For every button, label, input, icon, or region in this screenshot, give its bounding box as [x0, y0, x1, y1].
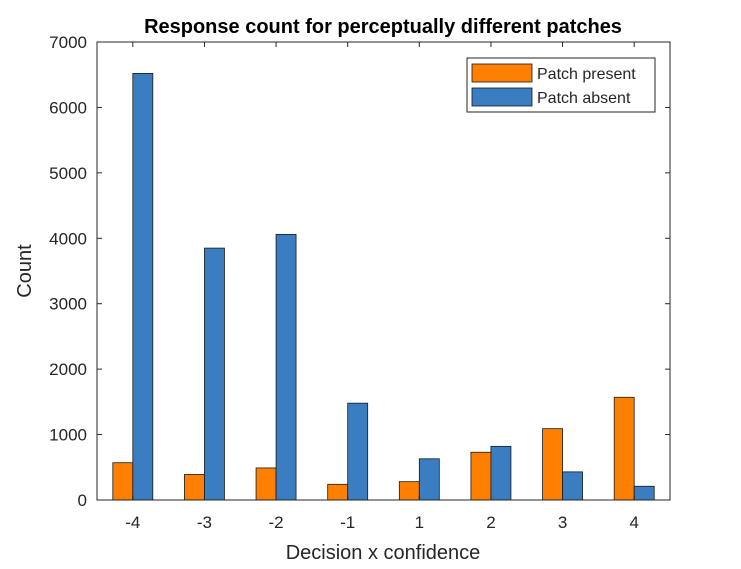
bar-patch-present-6 — [542, 428, 563, 501]
bar-patch-present-3 — [327, 483, 349, 501]
bars-group — [112, 73, 655, 501]
bar-patch-absent-7 — [633, 485, 655, 501]
plot-background — [97, 42, 670, 500]
x-tick-label: 1 — [415, 513, 424, 532]
x-axis: -4 -3 -2 -1 1 2 3 4 — [125, 42, 639, 532]
bar-patch-present-0 — [112, 462, 134, 501]
legend-label-0: Patch present — [537, 66, 636, 83]
bar-patch-present-1 — [184, 474, 205, 501]
y-tick-label: 4000 — [49, 229, 87, 248]
y-tick-label: 3000 — [49, 295, 87, 314]
y-axis-label: Count — [14, 244, 36, 298]
bar-patch-absent-2 — [275, 233, 297, 501]
legend: Patch present Patch absent — [466, 57, 656, 113]
bar-patch-absent-3 — [347, 402, 369, 501]
bar-patch-absent-4 — [418, 458, 440, 501]
bar-patch-absent-5 — [490, 445, 512, 501]
bar-patch-present-5 — [470, 451, 492, 501]
x-tick-label: 3 — [558, 513, 567, 532]
legend-swatch-0 — [471, 63, 533, 83]
y-tick-label: 7000 — [49, 33, 87, 52]
bar-patch-absent-6 — [562, 471, 583, 501]
y-tick-label: 1000 — [49, 426, 87, 445]
legend-label-1: Patch absent — [537, 90, 631, 107]
plot-frame — [96, 41, 671, 501]
y-axis: 0 1000 2000 3000 4000 5000 6000 7000 — [49, 33, 670, 510]
y-tick-label: 6000 — [49, 98, 87, 117]
x-tick-label: -3 — [197, 513, 212, 532]
x-tick-label: -1 — [340, 513, 355, 532]
y-tick-label: 2000 — [49, 360, 87, 379]
legend-swatch-1 — [471, 87, 533, 107]
x-tick-label: 2 — [486, 513, 495, 532]
x-tick-label: -2 — [269, 513, 284, 532]
bar-patch-absent-0 — [132, 73, 154, 501]
y-tick-label: 0 — [78, 491, 87, 510]
x-tick-label: 4 — [629, 513, 638, 532]
y-tick-label: 5000 — [49, 164, 87, 183]
bar-patch-present-7 — [613, 396, 635, 501]
bar-patch-absent-1 — [204, 247, 225, 501]
bar-patch-present-2 — [255, 467, 277, 501]
x-axis-label: Decision x confidence — [286, 542, 481, 564]
x-tick-label: -4 — [125, 513, 140, 532]
bar-patch-present-4 — [398, 481, 420, 501]
chart-title: Response count for perceptually differen… — [144, 16, 622, 38]
